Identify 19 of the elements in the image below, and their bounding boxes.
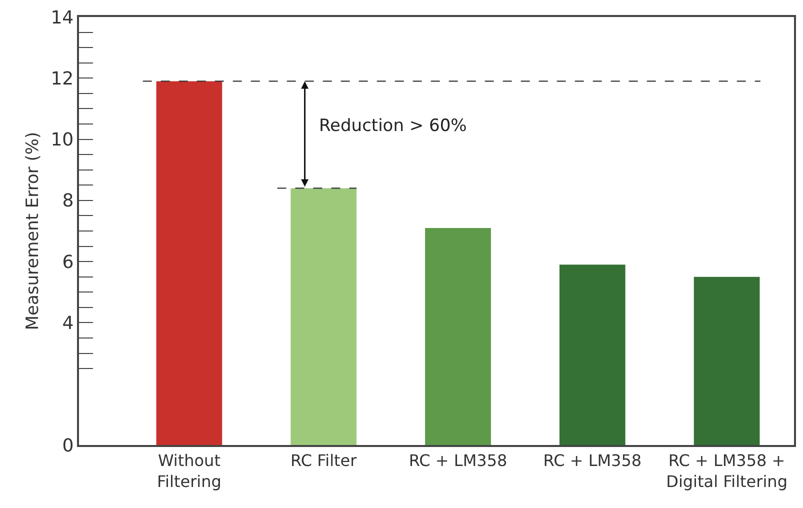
x-tick-label: RC + LM358 xyxy=(408,450,508,470)
bar xyxy=(290,188,357,445)
x-tick-label: RC + LM358 + Digital Filtering xyxy=(666,450,788,491)
y-tick-label: 6 xyxy=(62,252,74,273)
y-tick-label: 10 xyxy=(50,130,74,151)
y-tick-label: 0 xyxy=(62,435,74,456)
bar xyxy=(559,264,626,445)
bar xyxy=(694,276,760,445)
x-tick-label: RC Filter xyxy=(290,450,358,470)
annotation: Reduction > 60% xyxy=(319,116,467,136)
y-tick-label: 14 xyxy=(50,7,74,28)
bar xyxy=(156,81,222,445)
y-axis-title: Measurement Error (%) xyxy=(22,132,43,330)
x-tick-label: Without Filtering xyxy=(157,450,222,491)
bar xyxy=(425,228,491,445)
y-tick-label: 8 xyxy=(62,190,74,212)
x-tick-label: RC + LM358 xyxy=(543,450,642,470)
y-tick-label: 4 xyxy=(62,313,74,334)
y-tick-label: 12 xyxy=(50,68,74,90)
